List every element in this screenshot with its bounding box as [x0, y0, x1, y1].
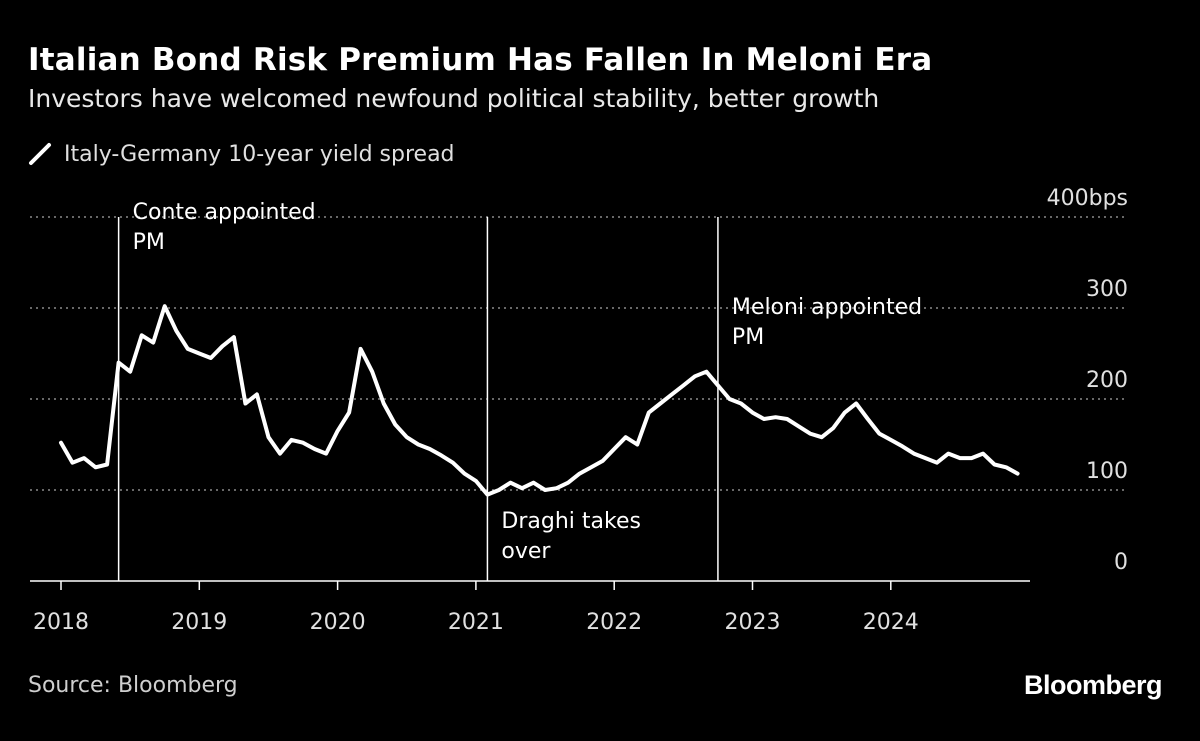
annotation-label-line: over	[501, 539, 551, 564]
y-tick-label: 100	[1086, 459, 1128, 484]
chart-subtitle: Investors have welcomed newfound politic…	[28, 84, 880, 113]
brand-logo: Bloomberg	[1023, 670, 1163, 700]
source-note: Source: Bloomberg	[28, 673, 238, 698]
annotation-label-line: PM	[133, 230, 165, 255]
annotation-label-line: PM	[732, 325, 764, 350]
annotation-label-line: Conte appointed	[133, 200, 316, 225]
y-tick-label: 0	[1114, 550, 1128, 575]
chart-title: Italian Bond Risk Premium Has Fallen In …	[28, 42, 933, 78]
annotation-label-line: Draghi takes	[501, 509, 641, 534]
annotation-label: Draghi takes over	[501, 509, 641, 564]
annotation-label: Conte appointed PM	[133, 200, 316, 255]
series-layer	[59, 304, 1020, 497]
x-tick-label: 2024	[863, 610, 919, 635]
annotation-label: Meloni appointed PM	[732, 295, 922, 350]
x-tick-label: 2019	[171, 610, 227, 635]
x-tick-label: 2018	[33, 610, 89, 635]
series-line	[59, 304, 1020, 497]
y-tick-label: 300	[1086, 277, 1128, 302]
x-tick-label: 2020	[310, 610, 366, 635]
legend-label: Italy-Germany 10-year yield spread	[64, 141, 455, 167]
annotation-label-line: Meloni appointed	[732, 295, 922, 320]
x-tick-label: 2023	[725, 610, 781, 635]
y-tick-label: 200	[1086, 368, 1128, 393]
legend: Italy-Germany 10-year yield spread	[28, 138, 455, 170]
axis-layer: 0 100 200 300 400bps 2018 2019 2020 2021 2022 2023…	[30, 186, 1128, 635]
y-tick-label: 400bps	[1047, 186, 1128, 211]
x-tick-label: 2022	[586, 610, 642, 635]
line-swatch-icon	[29, 143, 51, 165]
x-tick-label: 2021	[448, 610, 504, 635]
annotation-layer: Conte appointed PM Draghi takes over Meloni …	[117, 200, 922, 581]
